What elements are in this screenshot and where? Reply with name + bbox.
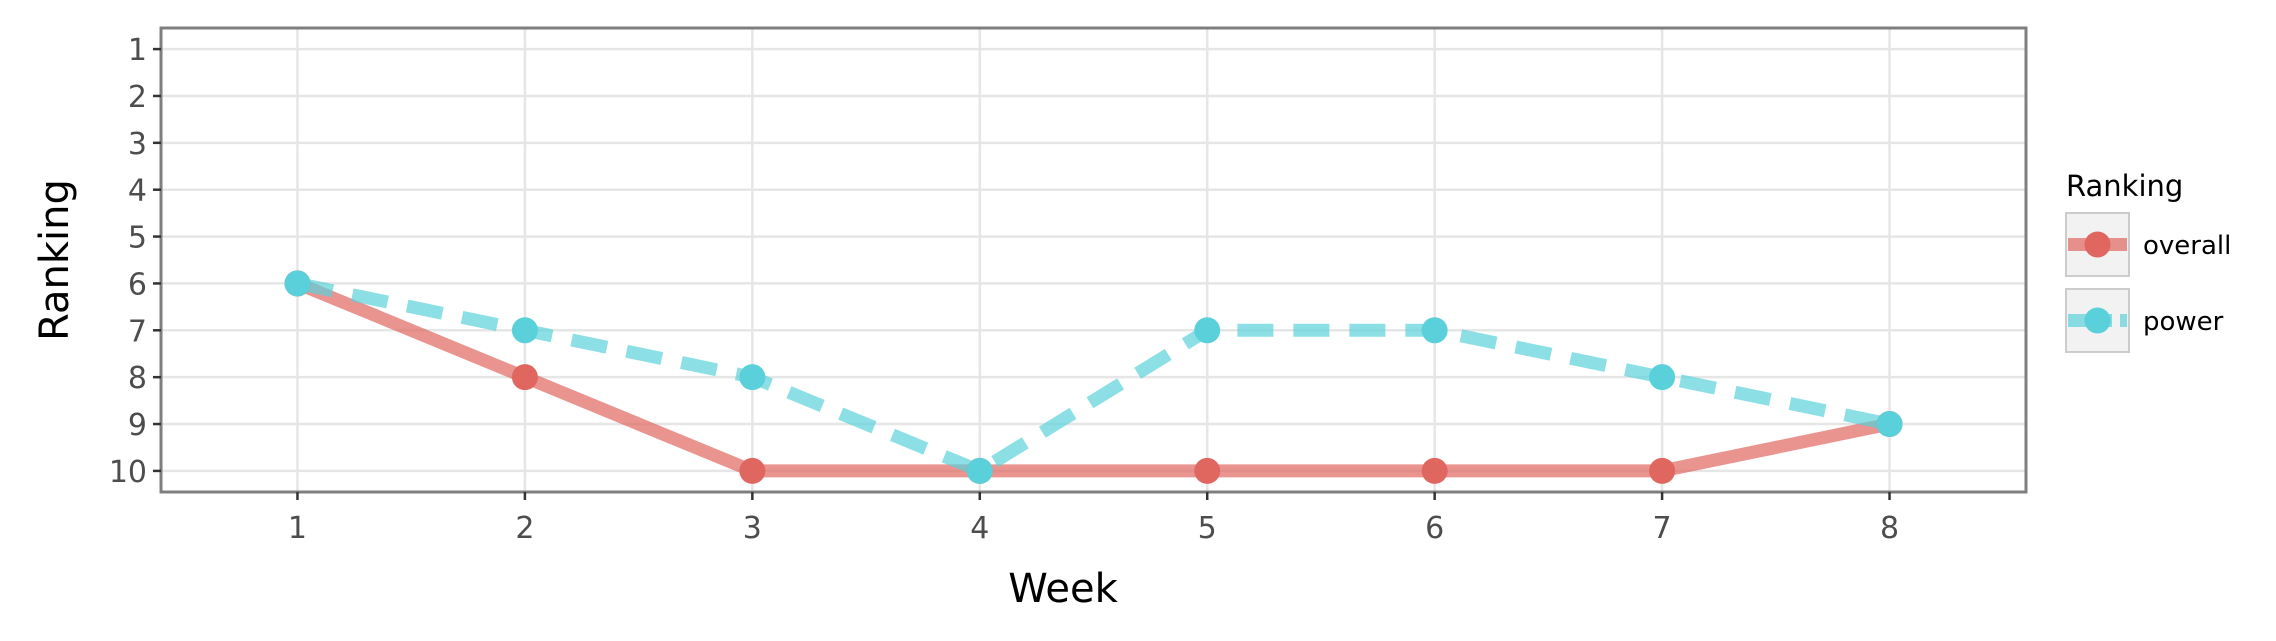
legend-title: Ranking xyxy=(2066,169,2183,203)
x-tick-label: 2 xyxy=(515,511,534,546)
data-point-power xyxy=(1876,411,1903,438)
y-tick-label: 9 xyxy=(128,408,147,443)
legend-label-overall: overall xyxy=(2143,231,2231,261)
data-point-overall xyxy=(1421,457,1448,484)
grid-lines xyxy=(161,28,2026,492)
y-tick-label: 10 xyxy=(109,455,147,490)
data-point-overall xyxy=(1194,457,1221,484)
axes: 1 2 3 4 5 6 7 8 1 2 3 4 5 6 7 8 9 10 xyxy=(109,33,1899,546)
legend-label-power: power xyxy=(2143,307,2224,337)
data-point-overall xyxy=(511,364,538,391)
data-point-power xyxy=(1649,364,1676,391)
y-tick-label: 3 xyxy=(128,127,147,162)
legend: Ranking overall power xyxy=(2065,169,2231,353)
data-point-power xyxy=(1194,317,1221,344)
data-point-power xyxy=(284,270,311,297)
legend-marker-overall xyxy=(2084,231,2111,258)
y-tick-label: 8 xyxy=(128,361,147,396)
y-tick-label: 2 xyxy=(128,80,147,115)
data-point-power xyxy=(511,317,538,344)
x-tick-label: 6 xyxy=(1425,511,1444,546)
x-axis-title: Week xyxy=(1008,566,1118,612)
y-tick-label: 1 xyxy=(128,33,147,68)
y-tick-label: 4 xyxy=(128,174,147,209)
x-tick-label: 7 xyxy=(1653,511,1672,546)
data-point-overall xyxy=(1649,457,1676,484)
x-tick-label: 4 xyxy=(970,511,989,546)
series-line-power xyxy=(296,277,1891,478)
series-line-overall xyxy=(294,277,1891,478)
series-layer xyxy=(284,270,1903,484)
plot-panel-border xyxy=(159,26,2028,494)
x-tick-label: 5 xyxy=(1198,511,1217,546)
y-tick-label: 7 xyxy=(128,314,147,349)
x-tick-label: 8 xyxy=(1880,511,1899,546)
data-point-overall xyxy=(739,457,766,484)
y-axis-title: Ranking xyxy=(32,179,78,341)
data-point-power xyxy=(1421,317,1448,344)
data-point-power xyxy=(966,457,993,484)
x-tick-label: 3 xyxy=(743,511,762,546)
y-tick-label: 6 xyxy=(128,267,147,302)
data-point-power xyxy=(739,364,766,391)
legend-marker-power xyxy=(2084,307,2111,334)
x-tick-label: 1 xyxy=(288,511,307,546)
y-tick-label: 5 xyxy=(128,221,147,256)
